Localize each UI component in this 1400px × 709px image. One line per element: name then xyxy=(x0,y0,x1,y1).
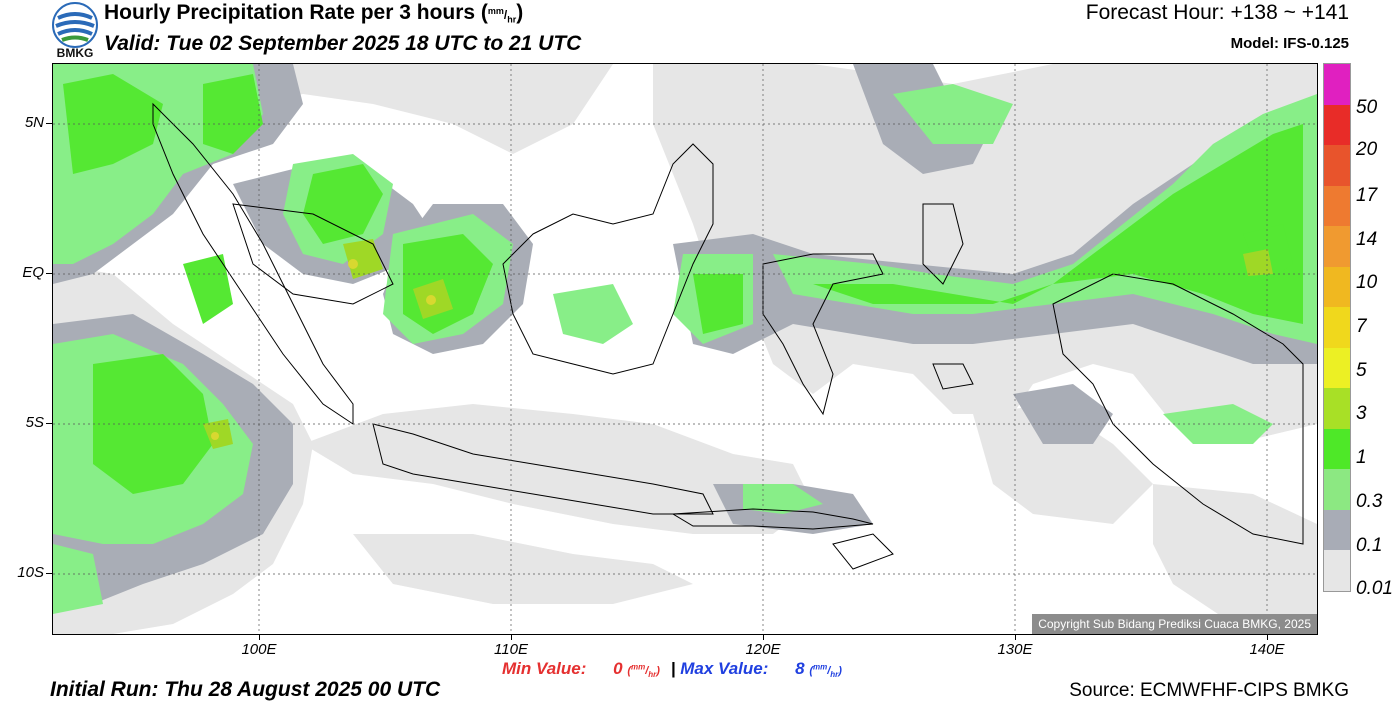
legend-label-17: 17 xyxy=(1356,185,1378,206)
graticule xyxy=(53,64,1317,634)
legend-band xyxy=(1324,266,1350,308)
lat-label-5n: 5N xyxy=(24,114,44,131)
lon-tick xyxy=(511,634,512,640)
legend-label-20: 20 xyxy=(1356,139,1378,160)
title-close: ) xyxy=(516,1,524,24)
legend-label-0-3: 0.3 xyxy=(1356,491,1383,512)
lon-label-140e: 140E xyxy=(1249,641,1285,658)
bmkg-logo-icon xyxy=(52,2,98,48)
legend-label-50: 50 xyxy=(1356,97,1378,118)
lat-label-5s: 5S xyxy=(25,414,44,431)
legend-label-5: 5 xyxy=(1356,360,1367,381)
peak-precip-area xyxy=(211,259,436,440)
legend-colorbar xyxy=(1323,63,1351,592)
lat-label-eq: EQ xyxy=(22,264,44,281)
forecast-hour: Forecast Hour: +138 ~ +141 xyxy=(1085,1,1349,24)
min-unit: (mm/hr) xyxy=(627,662,660,680)
map-title: Hourly Precipitation Rate per 3 hours (m… xyxy=(104,1,523,25)
logo-text: BMKG xyxy=(56,46,94,60)
lat-label-10s: 10S xyxy=(17,564,44,581)
legend-band xyxy=(1324,509,1350,551)
legend-band xyxy=(1324,388,1350,430)
legend-label-10: 10 xyxy=(1356,272,1378,293)
value-separator: | xyxy=(670,659,676,678)
data-source: Source: ECMWFHF-CIPS BMKG xyxy=(1069,680,1349,701)
lon-tick xyxy=(763,634,764,640)
legend-band xyxy=(1324,104,1350,146)
lat-tick xyxy=(46,273,52,274)
legend-label-1: 1 xyxy=(1356,447,1367,468)
lon-label-110e: 110E xyxy=(494,641,528,658)
bmkg-logo: BMKG xyxy=(52,2,98,60)
lon-tick xyxy=(259,634,260,640)
max-label: Max Value: xyxy=(680,659,769,678)
legend-label-7: 7 xyxy=(1356,316,1367,337)
min-value: 0 xyxy=(613,659,623,678)
lon-tick xyxy=(1267,634,1268,640)
min-label: Min Value: xyxy=(502,659,587,678)
legend-band xyxy=(1324,550,1350,592)
model-name: Model: IFS-0.125 xyxy=(1230,35,1349,52)
title-text: Hourly Precipitation Rate per 3 hours ( xyxy=(104,1,488,24)
lon-label-100e: 100E xyxy=(241,641,277,658)
lon-label-120e: 120E xyxy=(745,641,781,658)
legend-label-0-1: 0.1 xyxy=(1356,535,1383,556)
legend-band xyxy=(1324,469,1350,511)
precipitation-map: Copyright Sub Bidang Prediksi Cuaca BMKG… xyxy=(52,63,1318,635)
copyright-notice: Copyright Sub Bidang Prediksi Cuaca BMKG… xyxy=(1032,614,1317,634)
map-canvas xyxy=(53,64,1317,634)
legend-band xyxy=(1324,145,1350,187)
legend-band xyxy=(1324,428,1350,470)
max-unit: (mm/hr) xyxy=(809,662,842,680)
legend-label-3: 3 xyxy=(1356,403,1367,424)
legend-band xyxy=(1324,185,1350,227)
lon-tick xyxy=(1015,634,1016,640)
lon-label-130e: 130E xyxy=(997,641,1033,658)
lat-tick xyxy=(46,573,52,574)
legend-band xyxy=(1324,307,1350,349)
valid-period: Valid: Tue 02 September 2025 18 UTC to 2… xyxy=(104,32,582,55)
max-value: 8 xyxy=(795,659,805,678)
lat-tick xyxy=(46,123,52,124)
legend-band xyxy=(1324,64,1350,106)
lat-tick xyxy=(46,423,52,424)
legend-label-0-01: 0.01 xyxy=(1356,578,1393,599)
legend-label-14: 14 xyxy=(1356,229,1378,250)
initial-run: Initial Run: Thu 28 August 2025 00 UTC xyxy=(50,678,441,701)
min-max-values: Min Value: 0 (mm/hr) | Max Value: 8 (mm/… xyxy=(502,659,842,679)
title-unit: mm/hr xyxy=(487,6,517,25)
legend-band xyxy=(1324,226,1350,268)
legend-band xyxy=(1324,347,1350,389)
